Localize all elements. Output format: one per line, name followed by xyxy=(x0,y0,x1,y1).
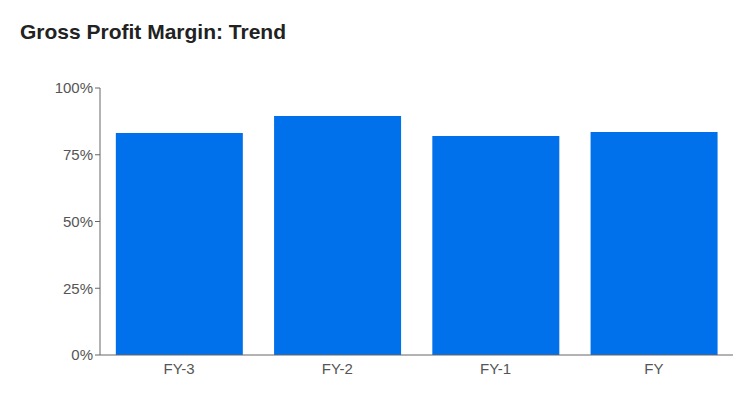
svg-text:FY-1: FY-1 xyxy=(480,360,511,377)
svg-text:FY-3: FY-3 xyxy=(164,360,195,377)
svg-text:100%: 100% xyxy=(55,79,93,96)
svg-text:0%: 0% xyxy=(71,346,93,363)
svg-text:50%: 50% xyxy=(63,213,93,230)
svg-text:FY: FY xyxy=(644,360,663,377)
svg-text:FY-2: FY-2 xyxy=(322,360,353,377)
svg-text:75%: 75% xyxy=(63,146,93,163)
html-text:Gross Profit Margin: Trend: Gross Profit Margin: Trend xyxy=(20,20,286,43)
svg-text:25%: 25% xyxy=(63,280,93,297)
